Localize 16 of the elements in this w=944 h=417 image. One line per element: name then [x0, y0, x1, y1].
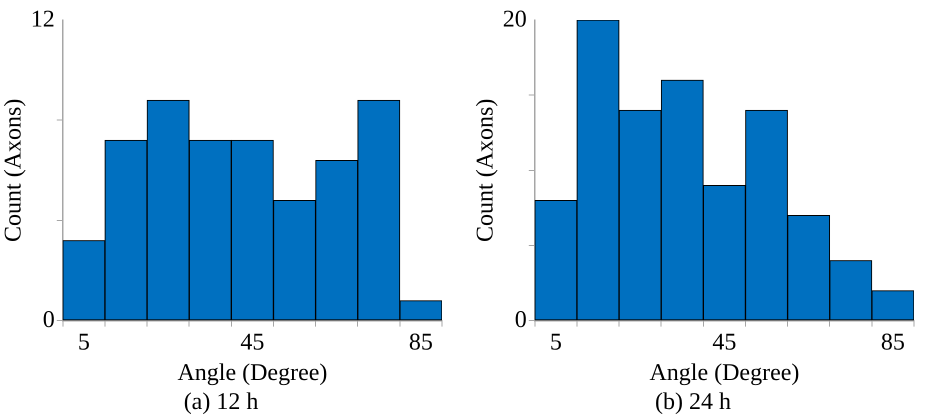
text: (b) 24 h	[655, 388, 731, 415]
x-tick-label: 45	[240, 329, 264, 356]
y-tick-label: 0	[514, 306, 527, 333]
x-axis-title: Angle (Degree)	[649, 360, 800, 386]
x-tick-label: 85	[880, 329, 905, 356]
y-axis-title: Count (Axons)	[472, 98, 499, 242]
x-tick-label: 85	[408, 329, 433, 356]
y-tick-label: 20	[502, 6, 527, 32]
y-axis-title: Count (Axons)	[0, 98, 27, 242]
y-tick-label: 12	[30, 6, 55, 32]
x-tick-label: 5	[78, 329, 90, 356]
y-tick-label: 0	[42, 306, 55, 333]
x-axis-title: Angle (Degree)	[177, 360, 328, 386]
x-tick-label: 45	[712, 329, 736, 356]
text: (a) 12 h	[184, 388, 258, 415]
x-tick-label: 5	[550, 329, 562, 356]
